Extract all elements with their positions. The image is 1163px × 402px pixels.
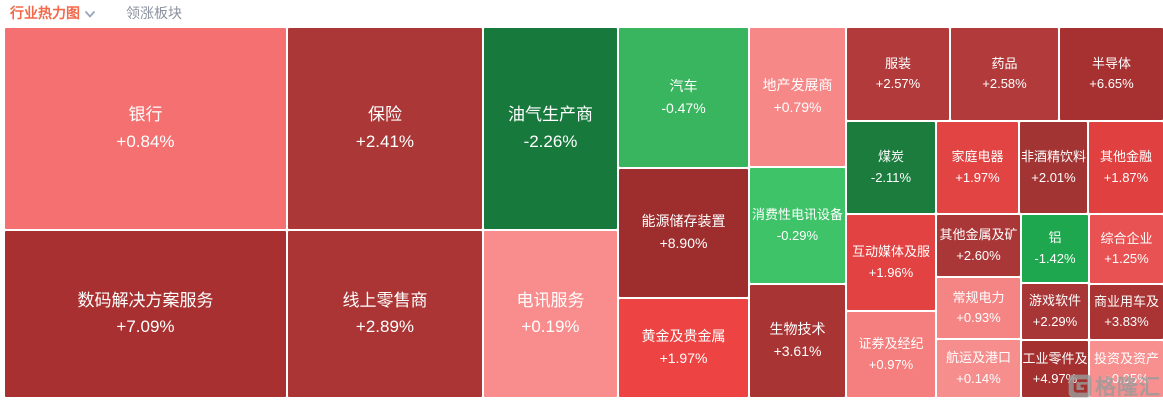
chevron-down-icon: [84, 8, 96, 20]
sector-change: +6.65%: [1089, 76, 1134, 91]
treemap-cell[interactable]: 航运及港口 +0.14%: [937, 340, 1020, 397]
treemap-cell[interactable]: 其他金融 +1.87%: [1089, 122, 1163, 213]
treemap-cell[interactable]: 互动媒体及服 +1.96%: [847, 215, 935, 310]
sector-name: 地产发展商: [762, 77, 833, 94]
treemap-cell[interactable]: 游戏软件 +2.29%: [1022, 284, 1088, 339]
sector-name: 汽车: [669, 77, 698, 94]
sector-change: +0.84%: [116, 131, 175, 151]
sector-change: +3.83%: [1104, 314, 1149, 329]
sector-name: 黄金及贵金属: [641, 328, 726, 345]
sector-change: -0.29%: [776, 227, 819, 243]
sector-change: +1.87%: [1103, 169, 1149, 185]
sector-change: -2.26%: [523, 131, 578, 151]
treemap-cell[interactable]: 工业零件及 +4.97%: [1022, 341, 1088, 397]
sector-name: 药品: [991, 55, 1018, 71]
treemap-cell[interactable]: 铝 -1.42%: [1022, 215, 1088, 282]
treemap-cell[interactable]: 汽车 -0.47%: [619, 28, 748, 167]
treemap-cell[interactable]: 非酒精饮料 +2.01%: [1020, 122, 1087, 213]
sector-name: 投资及资产: [1093, 350, 1159, 366]
sector-change: +1.97%: [955, 169, 1000, 185]
sector-name: 航运及港口: [945, 350, 1011, 366]
treemap-cell[interactable]: 药品 +2.58%: [951, 28, 1058, 120]
sector-change: +2.41%: [355, 131, 415, 151]
sector-change: +2.01%: [1031, 169, 1076, 185]
sector-name: 家庭电器: [951, 149, 1004, 165]
sector-name: 其他金融: [1099, 149, 1152, 165]
sector-change: -2.11%: [870, 169, 912, 185]
treemap-cell[interactable]: 投资及资产 +0.05%: [1090, 341, 1163, 397]
treemap-cell[interactable]: 生物技术 +3.61%: [750, 285, 845, 397]
sector-name: 消费性电讯设备: [751, 207, 843, 223]
treemap-cell[interactable]: 线上零售商 +2.89%: [288, 231, 482, 397]
sector-name: 电讯服务: [516, 290, 585, 310]
sector-change: +0.97%: [868, 356, 914, 372]
sector-change: +0.05%: [1104, 371, 1149, 386]
sector-name: 银行: [128, 105, 163, 125]
sector-change: +0.93%: [956, 310, 1001, 325]
sector-name: 证券及经纪: [858, 336, 924, 352]
sector-name: 工业零件及: [1022, 350, 1088, 366]
sector-name: 能源储存装置: [641, 213, 726, 230]
treemap-cell[interactable]: 银行 +0.84%: [5, 28, 286, 229]
treemap-cell[interactable]: 家庭电器 +1.97%: [937, 122, 1018, 213]
sector-name: 常规电力: [952, 289, 1005, 305]
sector-change: +2.57%: [875, 76, 921, 91]
sector-name: 生物技术: [769, 321, 826, 338]
tab-leading-sectors-label: 领涨板块: [126, 5, 182, 21]
treemap-cell[interactable]: 其他金属及矿 +2.60%: [937, 215, 1020, 276]
sector-change: +0.79%: [773, 99, 822, 115]
treemap-cell[interactable]: 常规电力 +0.93%: [937, 278, 1020, 338]
treemap-cell[interactable]: 商业用车及 +3.83%: [1090, 285, 1163, 339]
treemap-cell[interactable]: 能源储存装置 +8.90%: [619, 169, 748, 297]
tab-industry-heatmap[interactable]: 行业热力图: [10, 3, 96, 23]
sector-name: 商业用车及: [1093, 293, 1159, 309]
sector-change: +0.14%: [956, 370, 1001, 386]
header: 行业热力图 领涨板块: [0, 0, 1163, 26]
sector-change: +2.29%: [1032, 313, 1078, 329]
sector-name: 综合企业: [1100, 230, 1153, 246]
treemap-cell[interactable]: 服装 +2.57%: [847, 28, 949, 120]
sector-name: 互动媒体及服: [851, 244, 930, 260]
treemap-cell[interactable]: 数码解决方案服务 +7.09%: [5, 231, 286, 397]
treemap-cell[interactable]: 黄金及贵金属 +1.97%: [619, 299, 748, 397]
tab-industry-heatmap-label: 行业热力图: [10, 5, 80, 21]
sector-change: +7.09%: [116, 317, 175, 336]
sector-change: +3.61%: [773, 343, 822, 359]
sector-change: +2.60%: [956, 247, 1001, 263]
sector-name: 数码解决方案服务: [77, 290, 214, 310]
tab-leading-sectors[interactable]: 领涨板块: [126, 3, 182, 23]
sector-change: +2.89%: [355, 317, 415, 336]
treemap-cell[interactable]: 地产发展商 +0.79%: [750, 28, 845, 166]
sector-change: +2.58%: [982, 76, 1027, 91]
sector-change: -0.47%: [661, 99, 706, 116]
sector-name: 铝: [1048, 230, 1062, 246]
treemap-cell[interactable]: 电讯服务 +0.19%: [484, 231, 617, 397]
treemap-cell[interactable]: 保险 +2.41%: [288, 28, 482, 229]
sector-name: 半导体: [1091, 55, 1131, 71]
sector-change: +1.25%: [1104, 251, 1149, 266]
sector-change: +1.96%: [868, 264, 914, 280]
treemap-cell[interactable]: 半导体 +6.65%: [1060, 28, 1163, 120]
sector-name: 其他金属及矿: [939, 227, 1018, 243]
sector-change: +4.97%: [1032, 371, 1078, 386]
treemap-cell[interactable]: 证券及经纪 +0.97%: [847, 312, 935, 397]
sector-name: 保险: [368, 105, 402, 125]
treemap-cell[interactable]: 煤炭 -2.11%: [847, 122, 935, 213]
sector-name: 游戏软件: [1028, 293, 1081, 309]
sector-change: +0.19%: [521, 317, 580, 336]
treemap-cell[interactable]: 综合企业 +1.25%: [1090, 215, 1163, 283]
sector-change: +8.90%: [659, 235, 708, 251]
treemap-cell[interactable]: 油气生产商 -2.26%: [484, 28, 617, 229]
sector-name: 服装: [884, 55, 911, 71]
sector-name: 非酒精饮料: [1020, 149, 1086, 165]
sector-change: -1.42%: [1034, 250, 1076, 266]
sector-change: +1.97%: [659, 350, 708, 366]
sector-name: 油气生产商: [508, 105, 593, 125]
sector-name: 线上零售商: [342, 290, 428, 310]
treemap-cell[interactable]: 消费性电讯设备 -0.29%: [750, 168, 845, 283]
sector-name: 煤炭: [877, 149, 904, 165]
